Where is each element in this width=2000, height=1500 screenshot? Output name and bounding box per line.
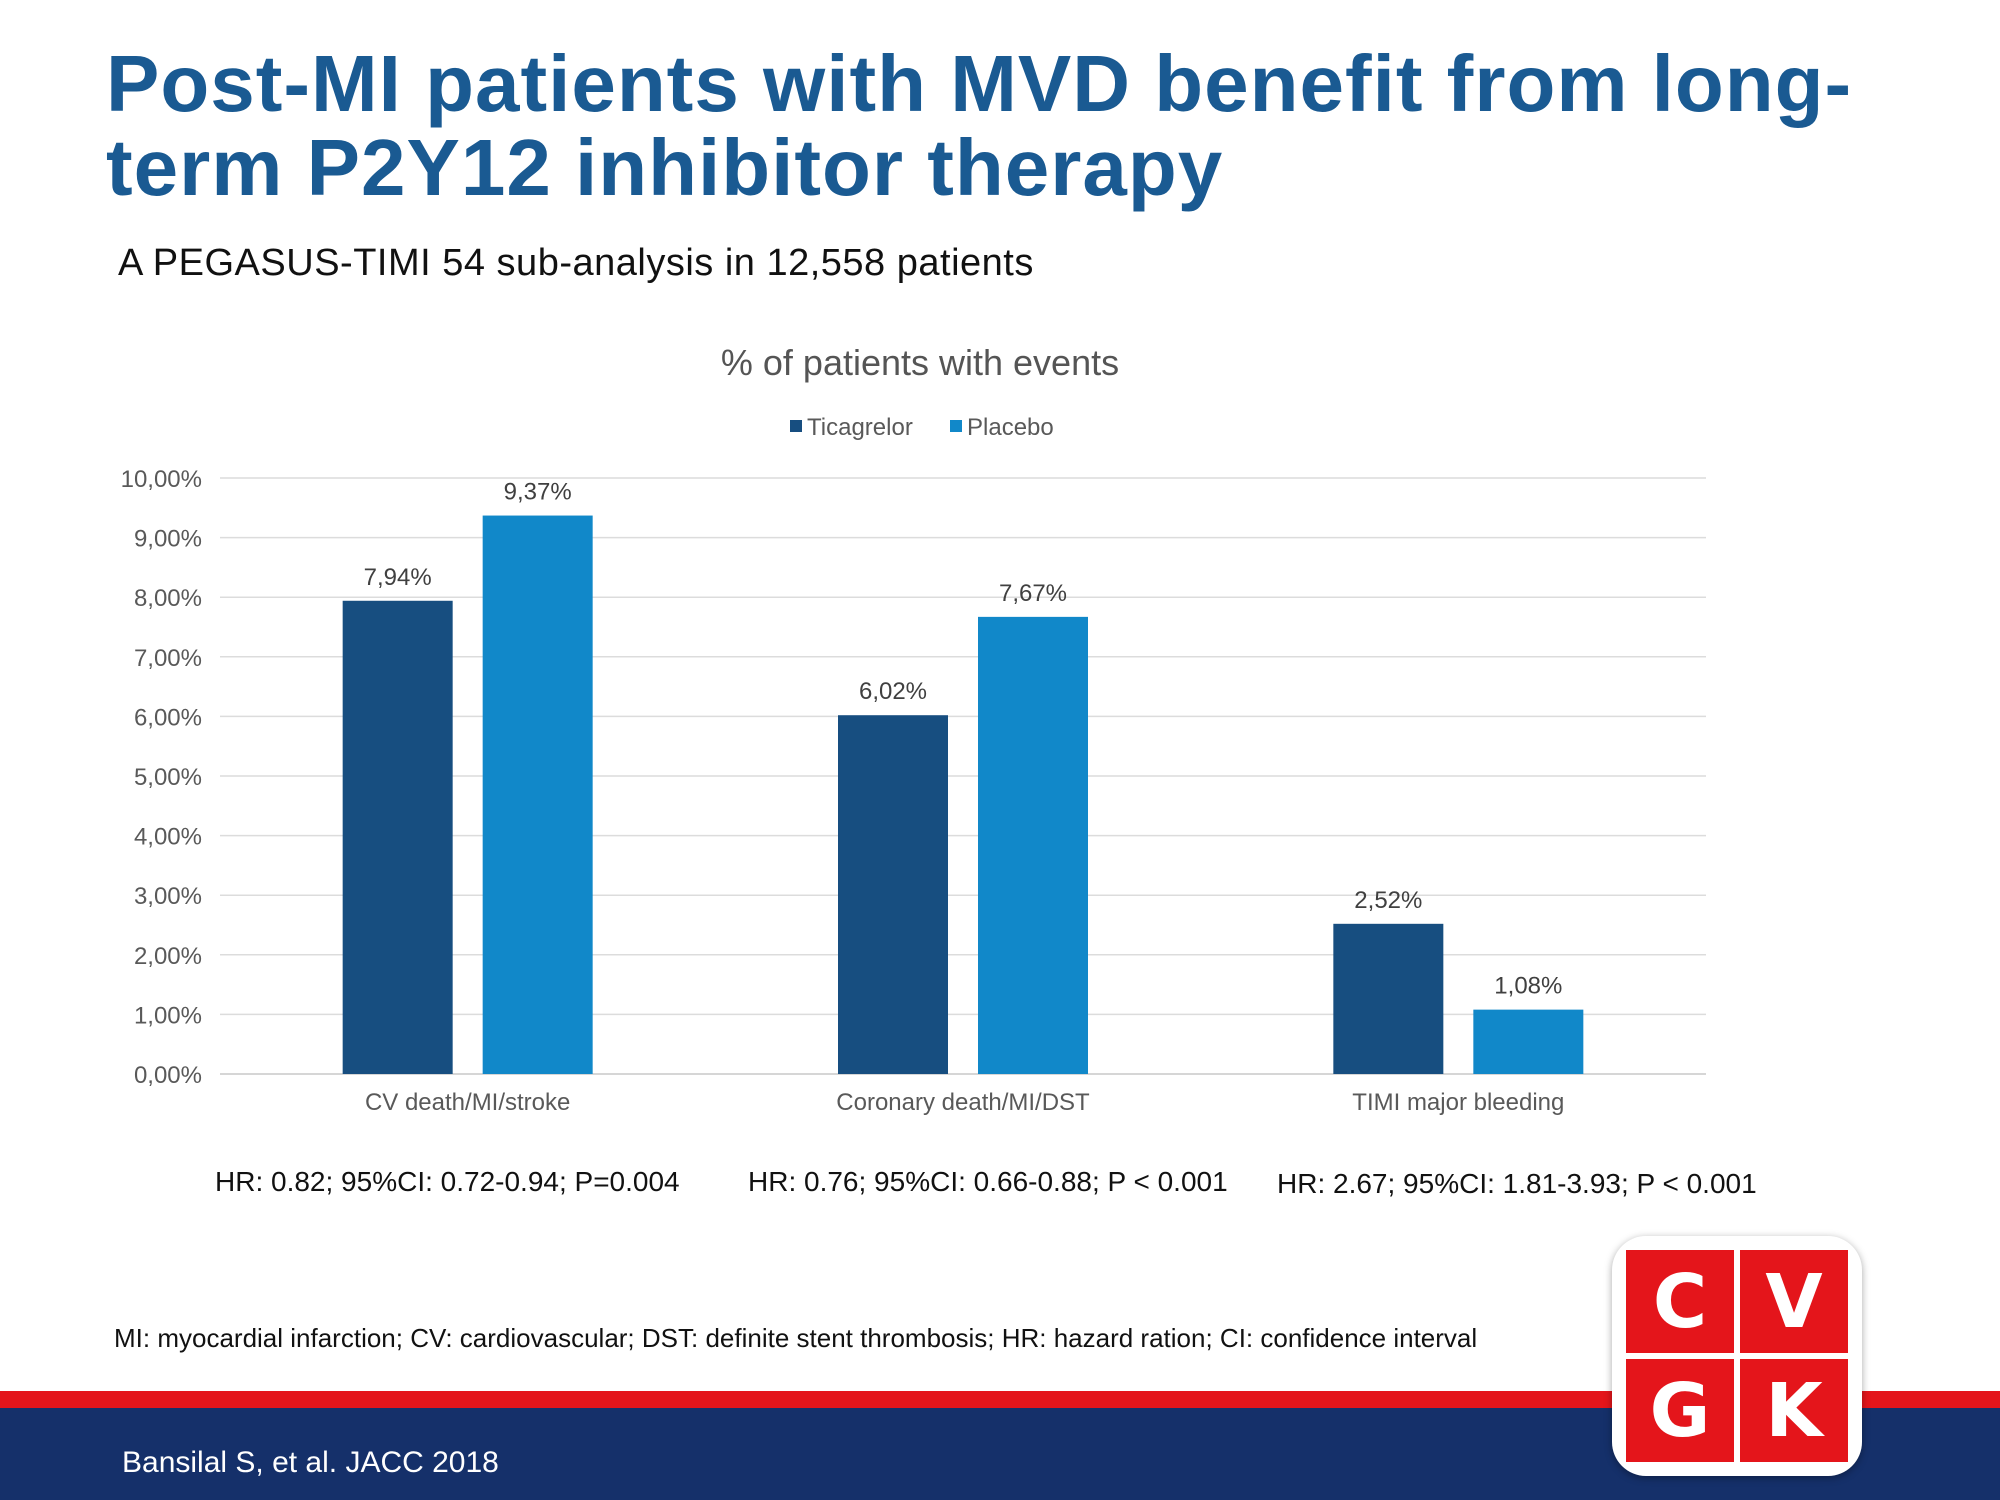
- y-tick-label: 1,00%: [134, 1002, 202, 1029]
- logo-letter: C: [1626, 1250, 1734, 1353]
- bar-ticagrelor: [342, 600, 453, 1074]
- x-tick-label: TIMI major bleeding: [1352, 1089, 1564, 1116]
- data-label: 2,52%: [1354, 887, 1422, 914]
- data-label: 9,37%: [504, 479, 572, 506]
- y-tick-label: 2,00%: [134, 943, 202, 970]
- logo-letter: V: [1740, 1250, 1848, 1353]
- chart-title: % of patients with events: [721, 342, 1119, 383]
- hr-text-bleeding: HR: 2.67; 95%CI: 1.81-3.93; P < 0.001: [1277, 1168, 1757, 1199]
- y-tick-label: 9,00%: [134, 526, 202, 553]
- footnote: MI: myocardial infarction; CV: cardiovas…: [114, 1323, 1478, 1353]
- y-axis-ticks: 0,00% 1,00% 2,00% 3,00% 4,00% 5,00% 6,00% 7,00%…: [121, 466, 202, 1089]
- data-label: 1,08%: [1494, 973, 1562, 1000]
- cvgk-logo: C V G K: [1612, 1236, 1862, 1476]
- x-tick-label: CV death/MI/stroke: [365, 1089, 570, 1116]
- data-label: 7,94%: [364, 564, 432, 591]
- footer-red-stripe: [0, 1391, 2000, 1408]
- logo-letter: G: [1626, 1359, 1734, 1462]
- chart-gridlines: [220, 477, 1706, 1075]
- data-label: 6,02%: [859, 678, 927, 705]
- y-tick-label: 6,00%: [134, 704, 202, 731]
- y-tick-label: 8,00%: [134, 585, 202, 612]
- y-tick-label: 10,00%: [121, 466, 202, 493]
- legend-label: Placebo: [967, 414, 1054, 441]
- x-axis-labels: CV death/MI/stroke Coronary death/MI/DST T…: [365, 1089, 1564, 1116]
- bar-ticagrelor: [1333, 923, 1444, 1074]
- y-tick-label: 4,00%: [134, 824, 202, 851]
- chart-legend: Ticagrelor Placebo: [790, 414, 1054, 441]
- bar-placebo: [978, 616, 1088, 1074]
- bar-ticagrelor: [838, 715, 948, 1074]
- x-tick-label: Coronary death/MI/DST: [836, 1089, 1090, 1116]
- data-label: 7,67%: [999, 580, 1067, 607]
- legend-label: Ticagrelor: [807, 414, 913, 441]
- legend-swatch: [790, 420, 802, 432]
- citation: Bansilal S, et al. JACC 2018: [122, 1446, 499, 1479]
- slide-title: Post-MI patients with MVD benefit from l…: [106, 39, 1853, 212]
- logo-letter: K: [1740, 1359, 1848, 1462]
- y-tick-label: 0,00%: [134, 1062, 202, 1089]
- bar-placebo: [482, 515, 593, 1074]
- y-tick-label: 5,00%: [134, 764, 202, 791]
- bar-chart: % of patients with events Ticagrelor Plac…: [121, 342, 1706, 1116]
- chart-bars: 7,94% 9,37% 6,02% 7,67% 2,52% 1,08%: [342, 479, 1584, 1074]
- y-tick-label: 7,00%: [134, 645, 202, 672]
- bar-placebo: [1473, 1009, 1584, 1074]
- hr-text-coronary-death: HR: 0.76; 95%CI: 0.66-0.88; P < 0.001: [748, 1166, 1228, 1197]
- y-tick-label: 3,00%: [134, 883, 202, 910]
- legend-swatch: [950, 420, 962, 432]
- slide-subtitle: A PEGASUS-TIMI 54 sub-analysis in 12,558…: [118, 242, 1034, 284]
- hr-text-cv-death: HR: 0.82; 95%CI: 0.72-0.94; P=0.004: [215, 1166, 680, 1197]
